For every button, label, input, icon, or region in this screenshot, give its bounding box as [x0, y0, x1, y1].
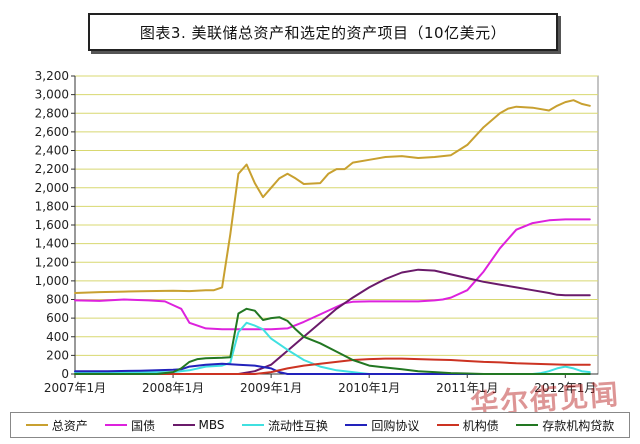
legend-label: 回购协议	[371, 418, 420, 433]
legend-swatch	[516, 424, 539, 426]
y-tick-label: 2,400	[35, 144, 69, 158]
legend-swatch	[436, 424, 459, 426]
y-tick-label: 3,200	[35, 69, 69, 83]
x-tick-label: 2007年1月	[44, 381, 106, 395]
legend-label: 存款机构贷款	[542, 418, 615, 433]
legend-swatch	[345, 424, 368, 426]
y-tick-label: 600	[46, 311, 69, 325]
x-tick-label: 2010年1月	[338, 381, 400, 395]
series-line-7	[74, 307, 591, 375]
y-tick-label: 400	[46, 330, 69, 344]
legend-swatch	[241, 424, 264, 426]
y-tick-label: 0	[61, 367, 69, 381]
series-line-5	[74, 362, 591, 375]
x-tick-label: 2008年1月	[142, 381, 204, 395]
y-tick-label: 2,200	[35, 162, 69, 176]
y-tick-label: 3,000	[35, 88, 69, 102]
y-tick-label: 2,000	[35, 181, 69, 195]
x-tick-label: 2012年1月	[534, 381, 596, 395]
chart-title: 图表3. 美联储总资产和选定的资产项目（10亿美元）	[88, 13, 558, 51]
series-line-1	[74, 99, 591, 294]
legend-label: 国债	[131, 418, 156, 433]
legend-item-7: 存款机构贷款	[516, 417, 614, 434]
y-tick-label: 200	[46, 348, 69, 362]
legend-item-3: MBS	[172, 418, 225, 432]
legend-label: 流动性互换	[267, 418, 328, 433]
chart-title-text: 图表3. 美联储总资产和选定的资产项目（10亿美元）	[139, 23, 507, 42]
y-tick-label: 1,800	[35, 199, 69, 213]
legend-label: 机构债	[462, 418, 499, 433]
legend-item-6: 机构债	[436, 417, 499, 434]
chart-legend: 总资产 国债 MBS 流动性互换 回购协议 机构债 存款机构贷款	[10, 412, 630, 438]
y-tick-label: 2,800	[35, 106, 69, 120]
legend-item-4: 流动性互换	[241, 417, 328, 434]
series-line-6	[74, 357, 591, 375]
legend-item-1: 总资产	[25, 417, 88, 434]
y-tick-label: 1,200	[35, 255, 69, 269]
x-tick-label: 2011年1月	[436, 381, 498, 395]
x-tick-label: 2009年1月	[240, 381, 302, 395]
y-tick-label: 1,600	[35, 218, 69, 232]
y-tick-label: 2,600	[35, 125, 69, 139]
legend-swatch	[25, 424, 48, 426]
legend-item-5: 回购协议	[345, 417, 419, 434]
legend-item-2: 国债	[105, 417, 155, 434]
y-tick-label: 1,000	[35, 274, 69, 288]
y-tick-label: 800	[46, 293, 69, 307]
legend-label: MBS	[198, 418, 225, 432]
legend-swatch	[105, 424, 128, 426]
legend-swatch	[172, 424, 195, 426]
y-tick-label: 1,400	[35, 237, 69, 251]
legend-label: 总资产	[51, 418, 88, 433]
